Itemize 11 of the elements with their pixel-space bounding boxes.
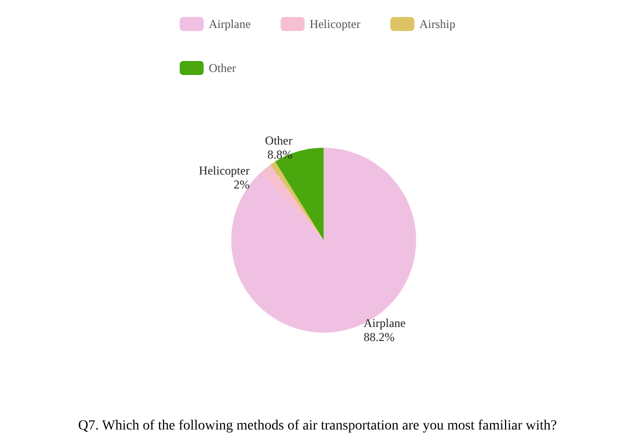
legend-label: Airship (419, 17, 456, 31)
legend-label: Helicopter (310, 17, 360, 31)
data-label: 88.2% (364, 330, 395, 344)
text: Q7. Which of the following methods of air transportation are you most familiar with? (78, 418, 557, 434)
slice-label: Helicopter (198, 163, 250, 178)
slice-label: Other (265, 133, 292, 148)
legend-label: Other (208, 61, 236, 75)
data-label: 2% (234, 177, 250, 192)
legend-label: Airplane (208, 17, 251, 31)
data-label: 8.8% (267, 147, 292, 162)
slice-label: Airplane (364, 316, 406, 330)
